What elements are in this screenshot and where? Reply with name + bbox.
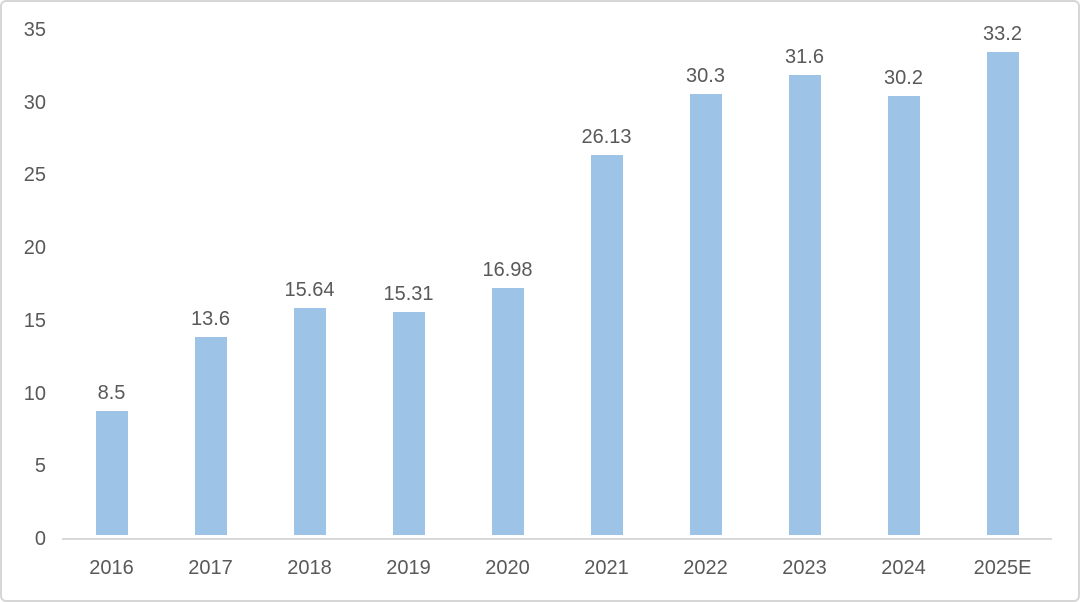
bar-2016 bbox=[95, 411, 128, 535]
y-axis-tick-label: 25 bbox=[23, 164, 46, 187]
bar-value-label: 26.13 bbox=[581, 126, 632, 148]
x-axis-tick-label: 2016 bbox=[89, 557, 134, 579]
x-axis-tick-label: 2017 bbox=[188, 557, 233, 579]
bar-value-label: 13.6 bbox=[191, 308, 230, 331]
bar-value-label: 8.5 bbox=[97, 382, 126, 405]
bar-2024 bbox=[887, 95, 920, 535]
y-axis-tick-label: 10 bbox=[23, 382, 46, 405]
x-axis-tick-label: 2021 bbox=[584, 557, 629, 579]
x-axis-tick-label: 2023 bbox=[782, 557, 827, 579]
y-axis-tick-label: 0 bbox=[34, 528, 46, 550]
bar-2020 bbox=[491, 288, 524, 535]
y-axis-tick-label: 35 bbox=[23, 19, 46, 41]
x-axis-tick-label: 2022 bbox=[683, 557, 728, 579]
x-axis-tick-label: 2018 bbox=[287, 557, 332, 579]
bar-2021 bbox=[590, 155, 623, 535]
bar-2019 bbox=[392, 312, 425, 535]
x-axis-tick-label: 2024 bbox=[881, 557, 926, 579]
bar-value-label: 16.98 bbox=[482, 259, 533, 282]
x-axis-tick-label: 2025E bbox=[973, 557, 1032, 579]
bar-2017 bbox=[194, 337, 227, 535]
bar-2018 bbox=[293, 307, 326, 535]
bar-value-label: 33.2 bbox=[983, 23, 1022, 46]
bar-value-label: 15.64 bbox=[284, 278, 335, 301]
y-axis-tick-label: 15 bbox=[23, 309, 46, 332]
bar-value-label: 30.3 bbox=[686, 65, 725, 88]
x-axis-tick-label: 2020 bbox=[485, 557, 530, 579]
x-axis-tick-label: 2019 bbox=[386, 557, 431, 579]
bar-value-label: 15.31 bbox=[383, 283, 434, 306]
y-axis-tick-label: 30 bbox=[23, 91, 46, 114]
x-axis-line bbox=[62, 538, 1052, 540]
bar-value-label: 31.6 bbox=[785, 46, 824, 69]
bar-2023 bbox=[788, 75, 821, 535]
bar-2022 bbox=[689, 94, 722, 535]
y-axis-tick-label: 20 bbox=[23, 237, 46, 260]
bar-value-label: 30.2 bbox=[884, 66, 923, 89]
bar-2025E bbox=[986, 52, 1019, 535]
y-axis-tick-label: 5 bbox=[34, 455, 46, 478]
